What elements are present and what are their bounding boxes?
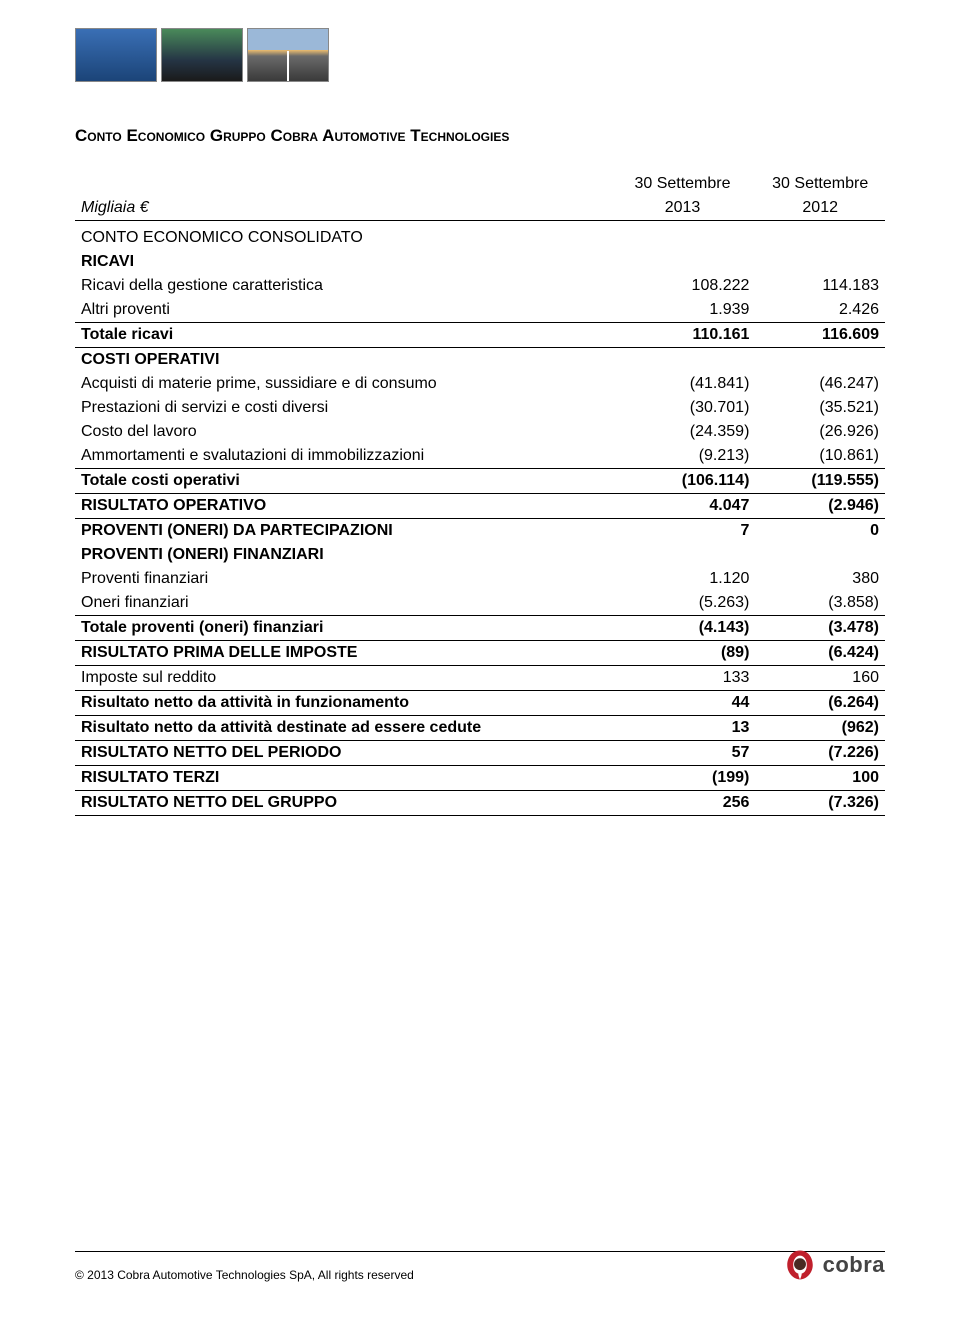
total-row: Totale ricavi 110.161 116.609	[75, 323, 885, 348]
ricavi-heading: RICAVI	[75, 250, 610, 274]
cobra-logo-icon	[783, 1248, 817, 1282]
table-header-row-2: Migliaia € 2013 2012	[75, 196, 885, 221]
subtitle-row: CONTO ECONOMICO CONSOLIDATO	[75, 221, 885, 251]
copyright-text: © 2013 Cobra Automotive Technologies SpA…	[75, 1268, 414, 1282]
table-row: Imposte sul reddito 133 160	[75, 666, 885, 691]
page-title: Conto Economico Gruppo Cobra Automotive …	[75, 126, 885, 146]
table-row: Proventi finanziari 1.120 380	[75, 567, 885, 591]
table-row: Prestazioni di servizi e costi diversi (…	[75, 396, 885, 420]
col1-year: 2013	[610, 196, 756, 221]
header-image-world	[75, 28, 157, 82]
section-heading-row: COSTI OPERATIVI	[75, 348, 885, 373]
total-row: Totale proventi (oneri) finanziari (4.14…	[75, 616, 885, 641]
table-row: Acquisti di materie prime, sussidiare e …	[75, 372, 885, 396]
table-row: Altri proventi 1.939 2.426	[75, 298, 885, 323]
result-row: PROVENTI (ONERI) DA PARTECIPAZIONI 7 0	[75, 519, 885, 544]
col2-period: 30 Settembre	[755, 172, 885, 196]
unit-label: Migliaia €	[75, 196, 610, 221]
result-row: RISULTATO NETTO DEL GRUPPO 256 (7.326)	[75, 791, 885, 816]
result-row: RISULTATO TERZI (199) 100	[75, 766, 885, 791]
col2-year: 2012	[755, 196, 885, 221]
header-image-road	[247, 28, 329, 82]
header-image-strip	[0, 0, 960, 82]
table-row: Costo del lavoro (24.359) (26.926)	[75, 420, 885, 444]
costi-heading: COSTI OPERATIVI	[75, 348, 610, 373]
result-row: Risultato netto da attività in funzionam…	[75, 691, 885, 716]
result-row: Risultato netto da attività destinate ad…	[75, 716, 885, 741]
table-row: Ricavi della gestione caratteristica 108…	[75, 274, 885, 298]
page-footer: © 2013 Cobra Automotive Technologies SpA…	[75, 1248, 885, 1282]
result-row: RISULTATO PRIMA DELLE IMPOSTE (89) (6.42…	[75, 641, 885, 666]
table-row: Oneri finanziari (5.263) (3.858)	[75, 591, 885, 616]
col1-period: 30 Settembre	[610, 172, 756, 196]
table-row: Ammortamenti e svalutazioni di immobiliz…	[75, 444, 885, 469]
cobra-logo: cobra	[783, 1248, 885, 1282]
section-heading-row: PROVENTI (ONERI) FINANZIARI	[75, 543, 885, 567]
result-row: RISULTATO OPERATIVO 4.047 (2.946)	[75, 494, 885, 519]
total-row: Totale costi operativi (106.114) (119.55…	[75, 469, 885, 494]
cobra-logo-text: cobra	[823, 1252, 885, 1278]
header-image-controlroom	[161, 28, 243, 82]
result-row: RISULTATO NETTO DEL PERIODO 57 (7.226)	[75, 741, 885, 766]
section-heading-row: RICAVI	[75, 250, 885, 274]
subtitle: CONTO ECONOMICO CONSOLIDATO	[75, 221, 610, 251]
fin-heading: PROVENTI (ONERI) FINANZIARI	[75, 543, 610, 567]
income-statement-table: 30 Settembre 30 Settembre Migliaia € 201…	[75, 172, 885, 816]
table-header-row-1: 30 Settembre 30 Settembre	[75, 172, 885, 196]
